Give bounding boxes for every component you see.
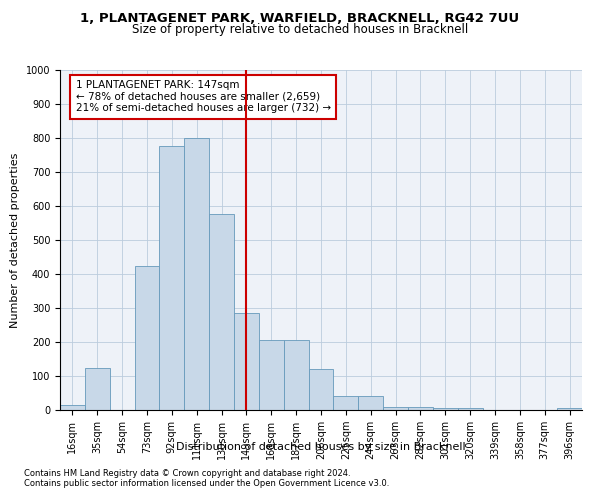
Bar: [334, 396, 358, 410]
Bar: [85, 368, 110, 410]
Text: 1 PLANTAGENET PARK: 147sqm
← 78% of detached houses are smaller (2,659)
21% of s: 1 PLANTAGENET PARK: 147sqm ← 78% of deta…: [76, 80, 331, 114]
Bar: [259, 340, 284, 410]
Bar: [433, 408, 458, 410]
Text: Size of property relative to detached houses in Bracknell: Size of property relative to detached ho…: [132, 22, 468, 36]
Bar: [358, 396, 383, 410]
Bar: [234, 313, 259, 410]
Bar: [160, 146, 184, 410]
Text: Contains HM Land Registry data © Crown copyright and database right 2024.: Contains HM Land Registry data © Crown c…: [24, 468, 350, 477]
Bar: [209, 214, 234, 410]
Bar: [557, 408, 582, 410]
Y-axis label: Number of detached properties: Number of detached properties: [10, 152, 20, 328]
Bar: [134, 266, 160, 410]
Text: 1, PLANTAGENET PARK, WARFIELD, BRACKNELL, RG42 7UU: 1, PLANTAGENET PARK, WARFIELD, BRACKNELL…: [80, 12, 520, 26]
Text: Distribution of detached houses by size in Bracknell: Distribution of detached houses by size …: [176, 442, 466, 452]
Bar: [458, 408, 482, 410]
Bar: [60, 405, 85, 410]
Bar: [284, 340, 308, 410]
Bar: [408, 406, 433, 410]
Bar: [184, 138, 209, 410]
Bar: [383, 406, 408, 410]
Bar: [308, 369, 334, 410]
Text: Contains public sector information licensed under the Open Government Licence v3: Contains public sector information licen…: [24, 478, 389, 488]
